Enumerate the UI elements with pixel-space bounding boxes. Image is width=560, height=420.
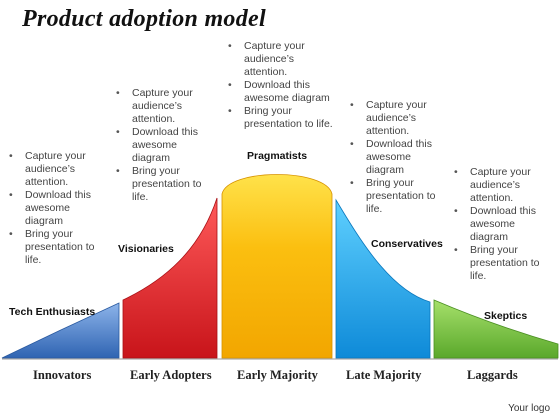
group-label-skeptics: Skeptics [484, 310, 528, 322]
bullet-item: Bring your presentation to life. [227, 105, 335, 131]
bullet-list-laggards: Capture your audience’s attention. Downl… [453, 166, 553, 283]
group-label-pragmatists: Pragmatists [247, 150, 308, 162]
stage-label-late-majority: Late Majority [346, 368, 422, 382]
stage-label-early-majority: Early Majority [237, 368, 318, 382]
bullet-list-early-majority: Capture your audience’s attention. Downl… [227, 40, 335, 131]
bullet-item: Download this awesome diagram [227, 79, 335, 105]
segment-early-adopters [122, 197, 218, 359]
bullet-item: Bring your presentation to life. [8, 228, 108, 267]
bullet-item: Bring your presentation to life. [453, 244, 553, 283]
group-label-visionaries: Visionaries [118, 243, 174, 255]
bullet-item: Capture your audience’s attention. [349, 99, 449, 138]
bullet-list-early-adopters: Capture your audience’s attention. Downl… [115, 87, 215, 204]
segment-early-majority [221, 174, 333, 359]
bullet-item: Download this awesome diagram [115, 126, 215, 165]
stage-label-innovators: Innovators [33, 368, 92, 382]
bullet-item: Capture your audience’s attention. [227, 40, 335, 79]
stage-label-laggards: Laggards [467, 368, 518, 382]
bullet-item: Bring your presentation to life. [349, 177, 449, 216]
segment-innovators [1, 302, 120, 359]
bullet-item: Download this awesome diagram [349, 138, 449, 177]
group-label-conservatives: Conservatives [371, 238, 443, 250]
bullet-item: Bring your presentation to life. [115, 165, 215, 204]
logo-placeholder: Your logo [508, 403, 550, 414]
group-label-tech-enthusiasts: Tech Enthusiasts [9, 306, 96, 318]
slide-title: Product adoption model [22, 6, 266, 32]
segment-laggards [433, 299, 559, 359]
bullet-list-innovators: Capture your audience’s attention. Downl… [8, 150, 108, 267]
bullet-item: Download this awesome diagram [453, 205, 553, 244]
bullet-item: Capture your audience’s attention. [453, 166, 553, 205]
bullet-item: Capture your audience’s attention. [8, 150, 108, 189]
bullet-item: Capture your audience’s attention. [115, 87, 215, 126]
bullet-item: Download this awesome diagram [8, 189, 108, 228]
stage-label-early-adopters: Early Adopters [130, 368, 212, 382]
segment-late-majority [335, 198, 431, 359]
bullet-list-late-majority: Capture your audience’s attention. Downl… [349, 99, 449, 216]
